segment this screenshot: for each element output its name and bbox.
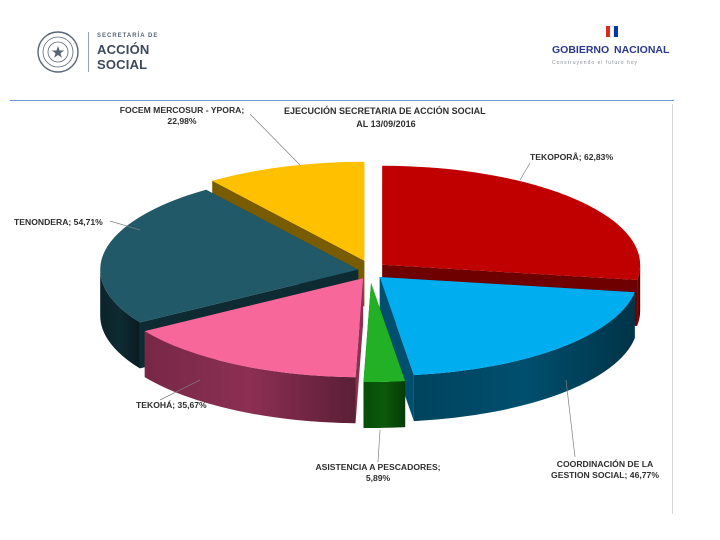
slice-label-3-line-0: TEKOHÁ; 35,67% — [136, 400, 207, 410]
side-rule — [672, 104, 673, 514]
slice-1-side-shade-0 — [413, 292, 635, 422]
sas-logo: SECRETARÍA DE ACCIÓN SOCIAL — [36, 30, 158, 74]
chart-title-line2: AL 13/09/2016 — [356, 119, 415, 129]
slice-0-top — [382, 165, 641, 280]
brand-name-right: NACIONAL — [614, 44, 670, 56]
slice-label-5-line-1: 22,98% — [167, 116, 197, 126]
slice-label-0: TEKOPORÂ; 62,83% — [530, 151, 613, 162]
national-seal-icon — [37, 31, 79, 73]
leader-line-2 — [377, 429, 381, 463]
slice-label-0-line-0: TEKOPORÂ; 62,83% — [530, 151, 613, 162]
slice-4-top — [100, 189, 359, 323]
slice-3-top — [144, 278, 364, 378]
slice-1-top — [379, 277, 635, 376]
chart-title: EJECUCIÓN SECRETARIA DE ACCIÓN SOCIAL AL… — [284, 105, 488, 129]
slice-label-4: TENONDERA; 54,71% — [14, 217, 103, 227]
slice-label-5-line-0: FOCEM MERCOSUR - YPORA; — [120, 105, 245, 115]
gobierno-nacional-logo: GOBIERNO NACIONAL Construyendo el futuro… — [552, 25, 670, 66]
slice-5-top — [212, 161, 365, 261]
slice-label-2: ASISTENCIA A PESCADORES; 5,89% — [315, 462, 440, 483]
brand-name-left: GOBIERNO — [552, 44, 609, 56]
slice-label-1-line-1: GESTION SOCIAL; 46,77% — [551, 470, 659, 480]
org-subtitle: SECRETARÍA DE — [97, 33, 159, 39]
brand-tagline: Construyendo el futuro hoy — [552, 60, 638, 66]
flag-mark-icon — [606, 25, 618, 38]
slice-1-wall-1 — [379, 277, 414, 422]
slice-label-2-line-0: ASISTENCIA A PESCADORES; — [315, 462, 440, 472]
leader-line-1 — [565, 379, 576, 458]
slice-0-side-shade-0 — [637, 264, 641, 326]
labels-layer: TEKOPORÂ; 62,83% COORDINACIÓN DE LA GESTIO… — [14, 105, 659, 483]
leader-line-0 — [519, 162, 531, 181]
slice-label-1-line-0: COORDINACIÓN DE LA — [557, 458, 653, 469]
page-header: SECRETARÍA DE ACCIÓN SOCIAL GOBIERNO NAC… — [0, 0, 720, 100]
slice-4-side-shade-0 — [100, 269, 140, 369]
slice-2-top — [363, 282, 406, 382]
slice-label-2-line-1: 5,89% — [366, 473, 391, 483]
slice-label-4-line-0: TENONDERA; 54,71% — [14, 217, 103, 227]
slice-1 — [379, 277, 635, 422]
logo-divider — [88, 32, 89, 72]
slice-label-5: FOCEM MERCOSUR - YPORA; 22,98% — [120, 105, 245, 126]
org-name-block: SECRETARÍA DE ACCIÓN SOCIAL — [97, 33, 158, 71]
slice-2 — [363, 282, 406, 428]
slice-label-3: TEKOHÁ; 35,67% — [136, 400, 207, 410]
slices-layer — [100, 161, 641, 428]
org-name-line2: SOCIAL — [97, 57, 148, 72]
header-rule — [10, 100, 674, 101]
slice-label-1: COORDINACIÓN DE LA GESTION SOCIAL; 46,77% — [551, 458, 659, 480]
leader-lines-layer — [109, 113, 576, 463]
slice-3-side-shade-0 — [144, 331, 356, 424]
org-name-line1: ACCIÓN — [97, 42, 150, 57]
leader-line-4 — [109, 220, 141, 231]
chart-title-line1: EJECUCIÓN SECRETARIA DE ACCIÓN SOCIAL — [284, 105, 486, 116]
slice-3 — [144, 278, 364, 424]
leader-line-5 — [249, 113, 301, 166]
leader-line-3 — [159, 379, 201, 401]
slice-2-side-shade-0 — [363, 381, 406, 428]
